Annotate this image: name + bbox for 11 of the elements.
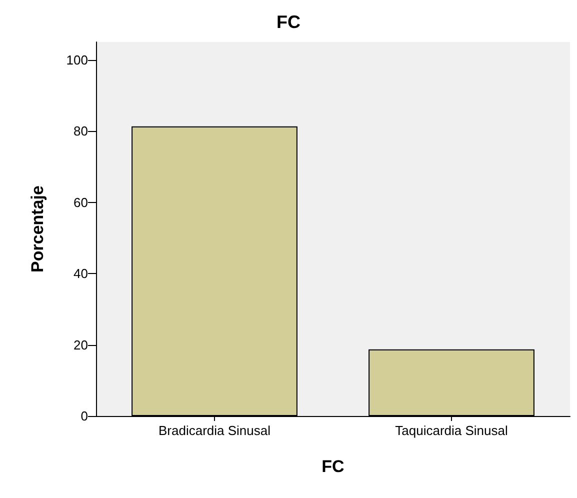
y-axis-title: Porcentaje (28, 186, 47, 272)
y-tick-label: 80 (74, 124, 88, 139)
x-tick-label: Bradicardia Sinusal (158, 423, 271, 438)
y-tick-label: 0 (80, 408, 88, 424)
x-tick-label: Taquicardia Sinusal (395, 423, 508, 438)
y-tick-label: 20 (74, 337, 88, 352)
y-tick-label: 60 (74, 194, 88, 210)
chart-title: FC (276, 12, 300, 32)
y-tick-label: 40 (74, 266, 88, 282)
y-tick-label: 100 (66, 52, 88, 68)
x-axis-title: FC (322, 457, 344, 476)
